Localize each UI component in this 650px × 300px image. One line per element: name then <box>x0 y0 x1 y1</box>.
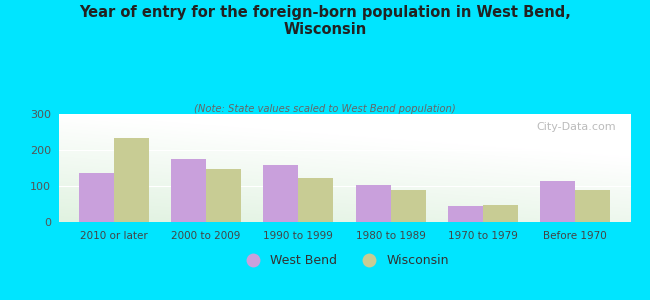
Bar <box>79 173 114 222</box>
Text: (Note: State values scaled to West Bend population): (Note: State values scaled to West Bend … <box>194 103 456 113</box>
Bar <box>575 190 610 222</box>
Text: Year of entry for the foreign-born population in West Bend,
Wisconsin: Year of entry for the foreign-born popul… <box>79 4 571 38</box>
Bar <box>114 139 149 222</box>
Bar <box>391 190 426 222</box>
Bar <box>448 206 483 222</box>
Bar <box>356 185 391 222</box>
Bar <box>263 165 298 222</box>
Bar <box>298 178 333 222</box>
Bar <box>171 159 206 222</box>
Bar <box>483 205 518 222</box>
Bar <box>540 181 575 222</box>
Bar <box>206 169 241 222</box>
Legend: West Bend, Wisconsin: West Bend, Wisconsin <box>235 249 454 272</box>
Text: City-Data.com: City-Data.com <box>536 122 616 132</box>
